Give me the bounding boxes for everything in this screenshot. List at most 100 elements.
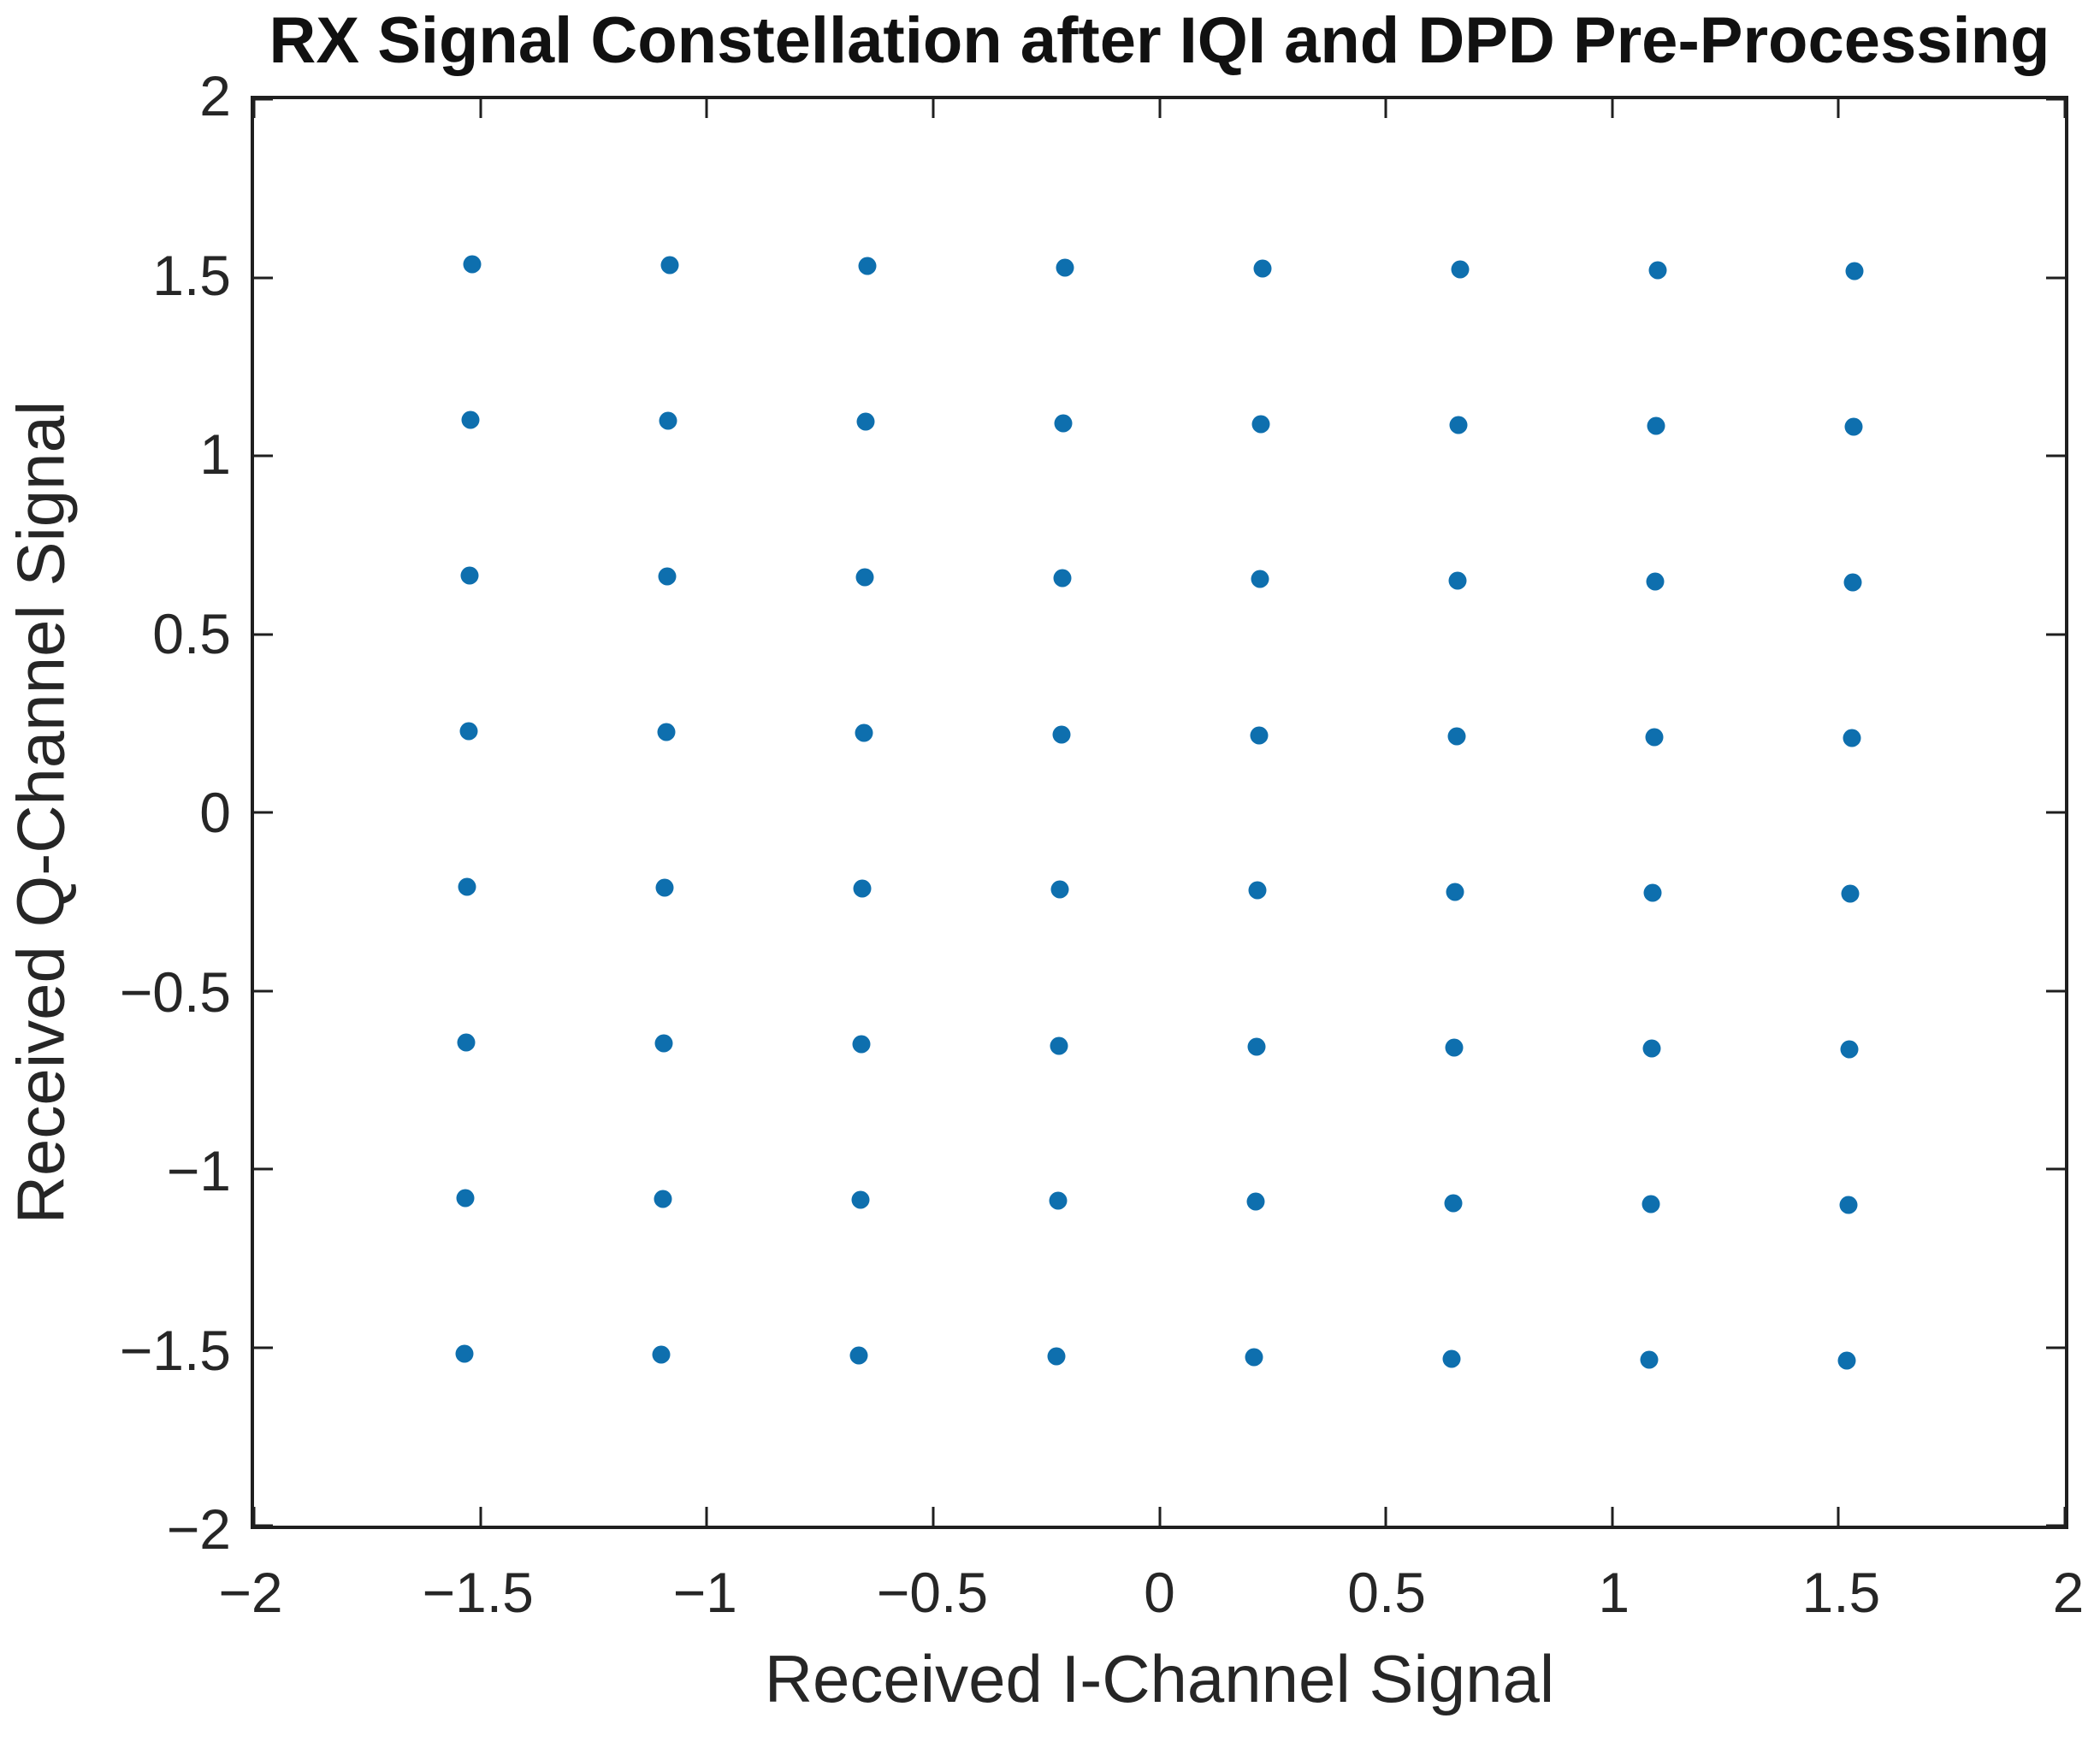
y-tick-label: −0.5 [119, 960, 231, 1024]
constellation-point [1052, 725, 1071, 743]
constellation-point [1447, 727, 1466, 746]
constellation-point [1246, 1192, 1265, 1211]
constellation-point [1837, 1351, 1856, 1370]
constellation-point [851, 1190, 870, 1209]
constellation-point [1442, 1349, 1461, 1367]
constellation-point [1056, 258, 1074, 277]
x-tick-mark [1384, 1507, 1387, 1526]
y-tick-label: 0 [199, 781, 231, 844]
x-tick-mark [2063, 99, 2067, 118]
y-tick-mark [254, 1167, 273, 1171]
constellation-point [856, 412, 875, 431]
constellation-point [1049, 1191, 1068, 1210]
x-tick-label: −0.5 [876, 1561, 989, 1624]
x-tick-label: 2 [2052, 1561, 2085, 1624]
y-tick-label: −2 [166, 1497, 231, 1561]
x-tick-mark [705, 1507, 708, 1526]
constellation-point [1047, 1347, 1066, 1366]
constellation-point [1645, 728, 1664, 747]
constellation-point [1253, 259, 1272, 278]
x-tick-mark [1611, 99, 1614, 118]
x-tick-mark [932, 99, 935, 118]
constellation-point [1054, 414, 1073, 432]
constellation-point [1444, 1194, 1463, 1213]
y-tick-mark [2046, 989, 2065, 992]
y-tick-label: 2 [199, 64, 231, 127]
constellation-point [658, 567, 677, 586]
x-tick-mark [2063, 1507, 2067, 1526]
y-tick-label: 1.5 [152, 243, 231, 307]
constellation-point [455, 1344, 474, 1363]
x-tick-mark [1384, 99, 1387, 118]
constellation-point [1839, 1196, 1858, 1214]
y-tick-mark [254, 454, 273, 458]
x-tick-mark [479, 1507, 482, 1526]
constellation-point [1245, 1348, 1263, 1367]
constellation-point [459, 722, 478, 741]
x-tick-mark [479, 99, 482, 118]
y-tick-mark [254, 1524, 273, 1527]
constellation-point [1053, 569, 1072, 588]
x-tick-label: −2 [218, 1561, 283, 1624]
constellation-point [652, 1345, 671, 1364]
x-tick-mark [252, 99, 256, 118]
constellation-point [1251, 570, 1269, 588]
plot-canvas [252, 97, 2067, 1527]
y-tick-label: 0.5 [152, 601, 231, 665]
constellation-point [456, 1189, 475, 1208]
constellation-point [1251, 415, 1270, 433]
x-tick-mark [1837, 1507, 1840, 1526]
constellation-point [654, 1034, 673, 1053]
constellation-point [1448, 571, 1467, 590]
y-tick-mark [2046, 454, 2065, 458]
constellation-point [1643, 883, 1662, 902]
constellation-point [1642, 1195, 1660, 1213]
constellation-point [1250, 726, 1269, 744]
plot-area [251, 96, 2068, 1529]
x-tick-mark [1611, 1507, 1614, 1526]
x-tick-mark [1837, 99, 1840, 118]
constellation-point [660, 256, 679, 275]
x-tick-label: 1 [1598, 1561, 1630, 1624]
y-tick-mark [254, 633, 273, 635]
y-tick-label: −1 [166, 1139, 231, 1202]
constellation-point [659, 411, 677, 430]
x-tick-mark [932, 1507, 935, 1526]
x-tick-mark [1158, 99, 1161, 118]
constellation-point [1844, 417, 1863, 436]
constellation-point [1843, 573, 1862, 592]
y-tick-mark [2046, 1524, 2065, 1527]
constellation-point [852, 1035, 871, 1054]
constellation-point [461, 410, 480, 429]
y-tick-mark [254, 989, 273, 992]
constellation-point [1646, 572, 1665, 591]
x-axis-label: Received I-Channel Signal [764, 1641, 1555, 1716]
constellation-point [855, 723, 873, 742]
y-tick-mark [254, 1346, 273, 1349]
constellation-point [458, 877, 476, 896]
y-axis-tick-labels: −2 −1.5 −1 −0.5 0 0.5 1 1.5 2 [0, 64, 231, 1561]
constellation-point [460, 566, 479, 585]
constellation-point [1647, 416, 1665, 435]
y-axis-label: Received Q-Channel Signal [3, 400, 79, 1225]
constellation-point [1845, 262, 1864, 280]
y-tick-label: −1.5 [119, 1318, 231, 1382]
constellation-point [858, 257, 877, 275]
x-axis-tick-labels: −2 −1.5 −1 −0.5 0 0.5 1 1.5 2 [218, 1560, 2084, 1628]
x-tick-mark [1158, 1507, 1161, 1526]
constellation-point [1050, 1036, 1068, 1054]
constellation-point [1050, 880, 1069, 899]
y-tick-mark [2046, 1167, 2065, 1171]
y-tick-mark [254, 97, 273, 101]
constellation-point [1247, 1037, 1266, 1055]
y-tick-mark [2046, 633, 2065, 635]
constellation-point [463, 255, 482, 274]
constellation-point [1642, 1039, 1661, 1058]
y-tick-mark [2046, 97, 2065, 101]
x-tick-label: 1.5 [1801, 1561, 1881, 1624]
constellation-point [1640, 1350, 1659, 1368]
constellation-point [457, 1033, 476, 1052]
constellation-point [654, 1190, 672, 1208]
constellation-point [655, 878, 674, 897]
constellation-point [1446, 883, 1464, 901]
